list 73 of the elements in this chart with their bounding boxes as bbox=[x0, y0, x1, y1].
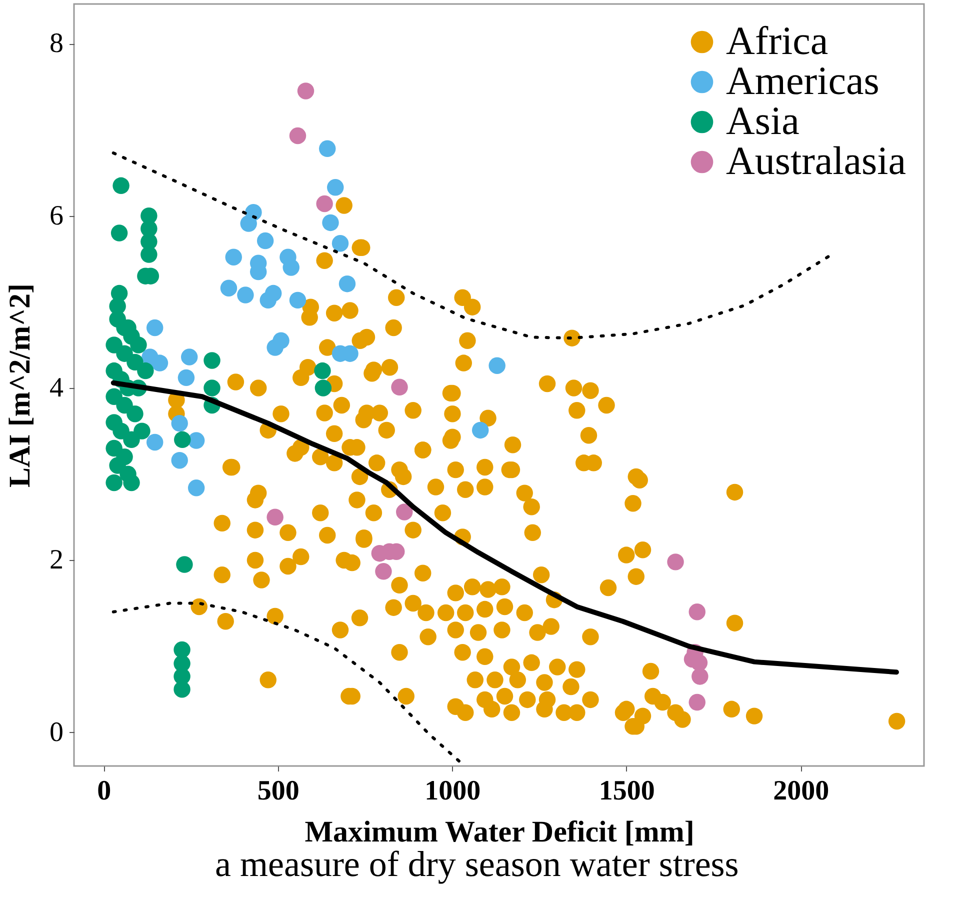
point bbox=[180, 348, 198, 366]
point bbox=[188, 480, 205, 496]
point bbox=[174, 431, 191, 448]
point bbox=[134, 422, 150, 440]
point bbox=[327, 179, 344, 196]
point bbox=[109, 298, 126, 315]
point bbox=[338, 275, 356, 292]
point bbox=[106, 440, 122, 457]
point bbox=[123, 431, 140, 448]
point bbox=[314, 362, 331, 380]
point bbox=[314, 380, 332, 396]
point bbox=[174, 681, 190, 698]
point bbox=[391, 378, 408, 396]
point bbox=[106, 388, 122, 405]
point bbox=[272, 332, 290, 350]
point bbox=[240, 215, 257, 232]
point bbox=[318, 140, 336, 157]
point bbox=[126, 354, 144, 371]
point bbox=[332, 235, 349, 252]
point bbox=[140, 246, 158, 263]
point bbox=[264, 284, 282, 302]
point bbox=[688, 604, 706, 620]
point bbox=[472, 422, 489, 439]
point bbox=[126, 405, 144, 422]
point bbox=[289, 292, 306, 309]
point bbox=[130, 336, 147, 354]
point bbox=[667, 554, 684, 570]
point bbox=[146, 319, 164, 336]
point bbox=[116, 396, 133, 414]
point bbox=[266, 508, 284, 526]
point bbox=[112, 422, 130, 440]
point bbox=[256, 232, 274, 250]
point bbox=[488, 357, 506, 374]
y-tick-label: 2 bbox=[50, 544, 64, 576]
point bbox=[289, 127, 306, 144]
point bbox=[322, 214, 339, 232]
point bbox=[171, 414, 188, 432]
point bbox=[204, 352, 220, 369]
point bbox=[282, 259, 300, 276]
point bbox=[375, 563, 392, 580]
point bbox=[176, 556, 193, 573]
point bbox=[237, 286, 254, 304]
y-tick-label: 0 bbox=[50, 716, 64, 748]
point bbox=[151, 354, 168, 372]
point bbox=[316, 195, 333, 212]
y-tick-label: 6 bbox=[50, 200, 64, 232]
point bbox=[109, 457, 126, 474]
point bbox=[171, 452, 188, 469]
point bbox=[106, 336, 122, 354]
y-axis-title: LAI [m^2/m^2] bbox=[4, 283, 36, 488]
point bbox=[137, 362, 154, 380]
x-tick-label: 2000 bbox=[773, 776, 830, 806]
point bbox=[174, 641, 190, 658]
point bbox=[188, 432, 205, 449]
x-tick-label: 1500 bbox=[598, 776, 655, 806]
point bbox=[396, 504, 413, 520]
x-tick-label: 0 bbox=[97, 776, 112, 806]
point bbox=[112, 177, 130, 194]
y-tick-label: 8 bbox=[50, 28, 64, 60]
point bbox=[692, 668, 708, 685]
point bbox=[178, 369, 195, 386]
y-tick-label: 4 bbox=[50, 372, 64, 404]
point bbox=[204, 380, 220, 396]
point bbox=[225, 248, 242, 266]
point bbox=[110, 224, 128, 242]
point bbox=[297, 82, 314, 100]
point bbox=[146, 434, 164, 451]
x-tick-label: 1000 bbox=[424, 776, 481, 806]
x-tick-label: 500 bbox=[257, 776, 300, 806]
point bbox=[123, 474, 140, 492]
point bbox=[220, 280, 238, 296]
point bbox=[688, 694, 706, 711]
point bbox=[106, 474, 122, 492]
